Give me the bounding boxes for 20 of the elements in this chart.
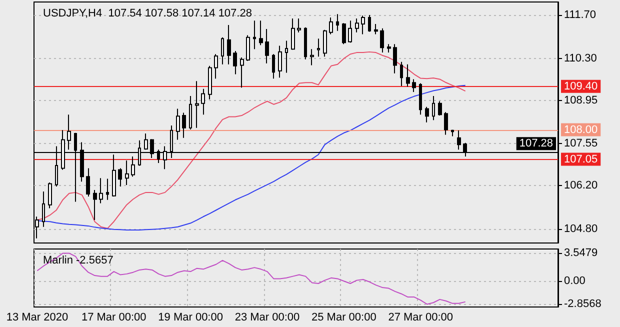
- x-tick-label: 17 Mar 00:00: [81, 312, 146, 324]
- y-tick-label: 107.55: [564, 138, 598, 150]
- x-tick-label: 27 Mar 00:00: [388, 312, 454, 324]
- text: USDJPY,H4 107.54 107.58 107.14 107.28: [43, 8, 252, 20]
- ref-line-label: 107.05: [564, 153, 598, 166]
- ref-line-label: 108.00: [564, 124, 598, 136]
- y-tick-label: 0.00: [564, 275, 586, 288]
- y-tick-label: 104.80: [564, 223, 598, 236]
- y-tick-label: -2.8568: [564, 298, 602, 310]
- y-tick-label: 3.5479: [564, 246, 598, 259]
- y-tick-label: 111.70: [564, 9, 596, 22]
- ref-line-label: 107.28: [519, 138, 553, 150]
- x-tick-label: 25 Mar 00:00: [312, 312, 376, 324]
- x-tick-label: 13 Mar 2020: [6, 312, 68, 324]
- y-tick-label: 108.95: [564, 94, 598, 106]
- x-tick-label: 19 Mar 00:00: [158, 312, 223, 324]
- y-tick-label: 106.20: [564, 180, 598, 192]
- x-tick-label: 23 Mar 00:00: [234, 312, 300, 324]
- y-tick-label: 110.30: [564, 52, 597, 64]
- ref-line-label: 109.40: [564, 80, 598, 92]
